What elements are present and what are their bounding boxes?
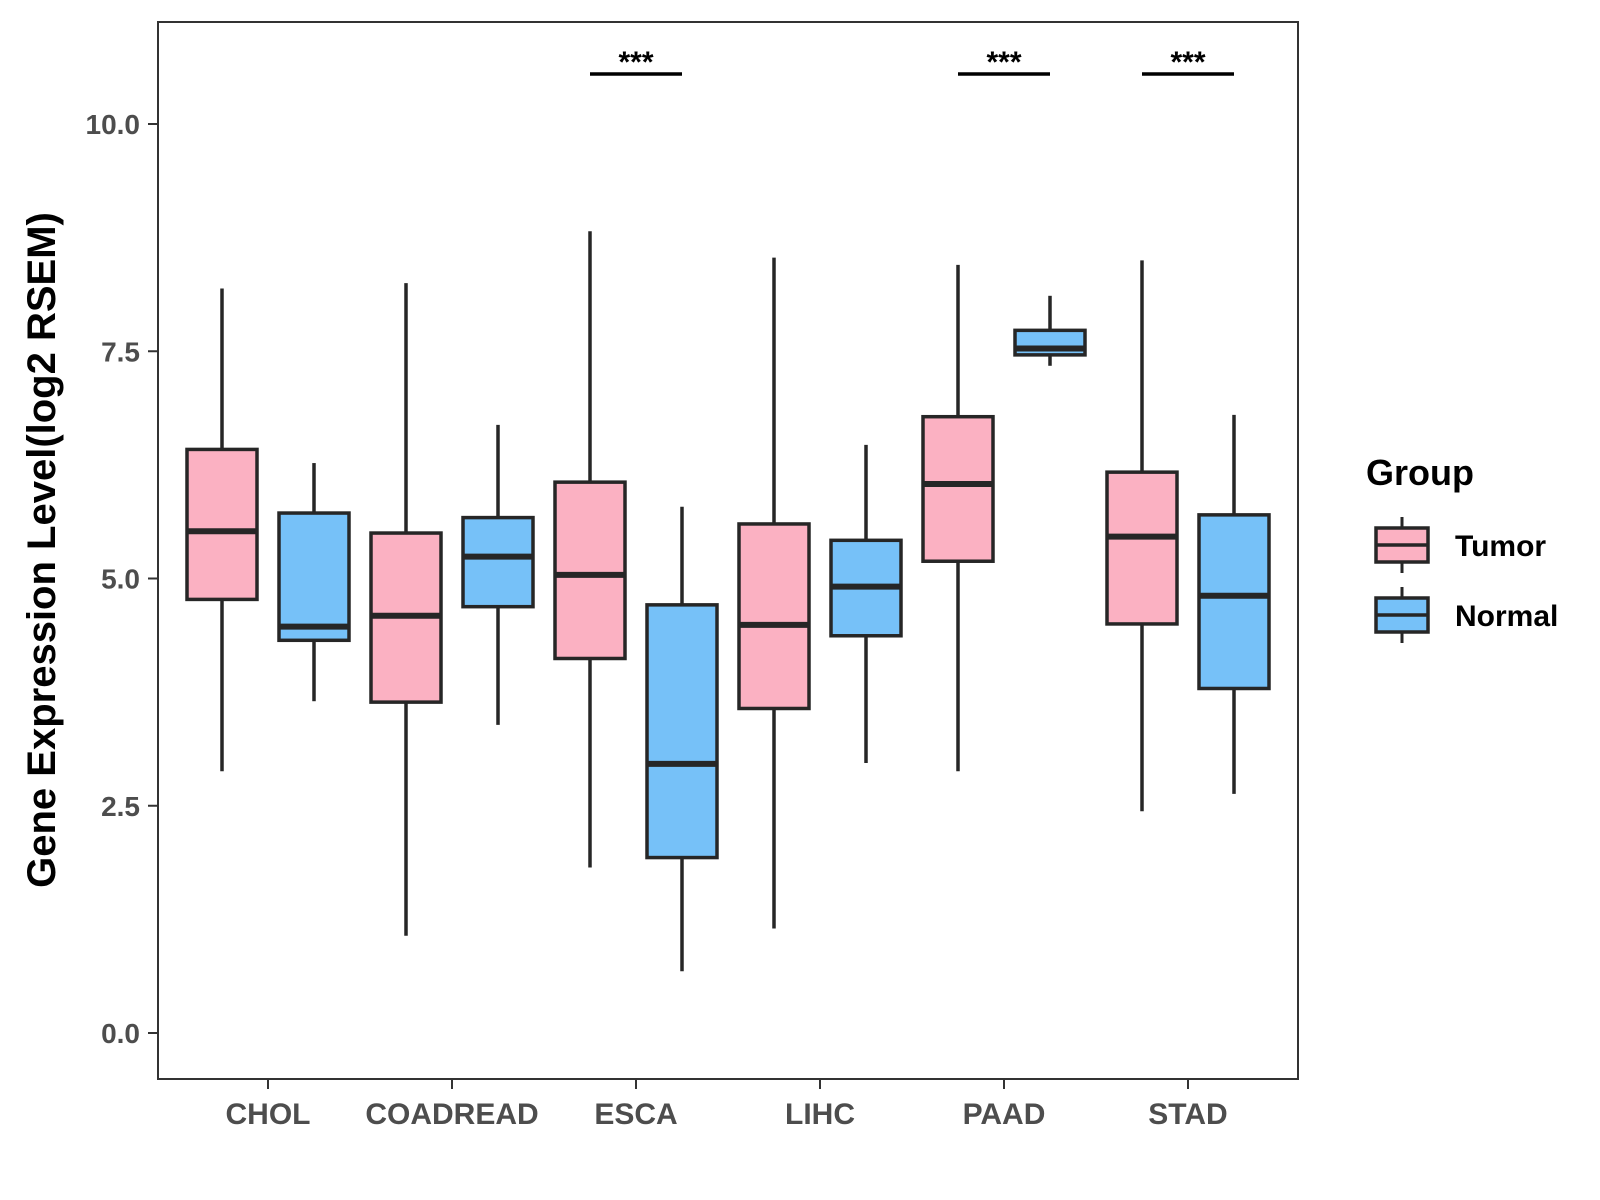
legend-label-normal: Normal [1455,600,1558,633]
legend-label-tumor: Tumor [1455,530,1546,563]
y-axis-title: Gene Expression Level(log2 RSEM) [20,212,64,888]
x-tick-label: CHOL [226,1098,311,1131]
box-body [185,447,259,602]
box-body [461,515,535,609]
legend-title: Group [1366,452,1474,493]
box-normal-lihc [829,444,903,764]
significance-label: *** [618,46,653,79]
box-body [1105,470,1179,626]
box-series-group [185,231,1271,972]
box-body [921,414,995,563]
x-tick-label: LIHC [785,1098,855,1131]
box-normal-paad [1013,295,1087,366]
box-body [553,480,627,661]
x-tick-label: STAD [1148,1098,1227,1131]
x-tick-label: COADREAD [365,1098,538,1131]
box-tumor-stad [1105,260,1179,812]
x-axis: CHOL COADREAD ESCA LIHC PAAD STAD [226,1079,1228,1131]
box-normal-esca [645,506,719,972]
box-normal-coadread [461,424,535,725]
significance-esca: *** [590,46,682,79]
legend: Group Tumor Normal [1366,452,1558,643]
box-body [277,511,351,643]
y-tick-label: 10.0 [86,109,141,140]
box-body [1197,513,1271,691]
x-tick-label: ESCA [594,1098,677,1131]
box-body [737,522,811,711]
box-normal-chol [277,463,351,702]
box-tumor-lihc [737,257,811,929]
series-tumor [185,231,1179,936]
series-normal [277,295,1271,972]
box-tumor-chol [185,288,259,772]
significance-label: *** [1170,46,1205,79]
y-tick-label: 5.0 [101,564,140,595]
box-body [645,603,719,860]
y-tick-label: 2.5 [101,791,140,822]
box-tumor-coadread [369,283,443,936]
legend-entry-normal: Normal [1374,587,1558,643]
significance-annotations: *** *** *** [590,46,1234,79]
significance-paad: *** [958,46,1050,79]
box-tumor-paad [921,264,995,772]
y-axis: 0.0 2.5 5.0 7.5 10.0 [86,109,158,1049]
significance-label: *** [986,46,1021,79]
x-tick-label: PAAD [963,1098,1046,1131]
significance-stad: *** [1142,46,1234,79]
box-tumor-esca [553,231,627,868]
y-tick-label: 0.0 [101,1018,140,1049]
y-tick-label: 7.5 [101,336,140,367]
legend-entry-tumor: Tumor [1374,517,1546,573]
box-normal-stad [1197,414,1271,794]
